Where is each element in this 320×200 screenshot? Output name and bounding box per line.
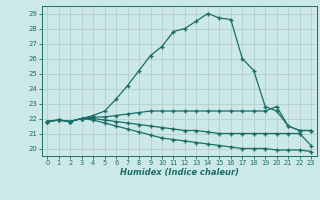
X-axis label: Humidex (Indice chaleur): Humidex (Indice chaleur) <box>120 168 239 177</box>
